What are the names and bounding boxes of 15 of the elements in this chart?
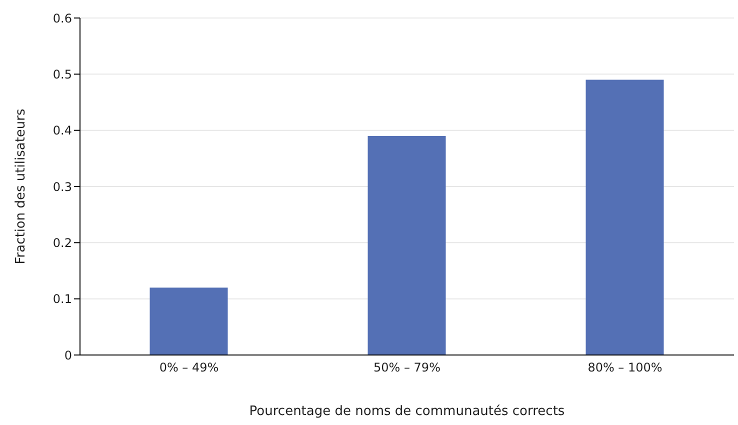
y-tick-label: 0.4 bbox=[52, 124, 72, 138]
y-axis-title: Fraction des utilisateurs bbox=[14, 108, 29, 264]
bar bbox=[150, 288, 228, 355]
y-tick-label: 0.5 bbox=[52, 67, 72, 82]
y-tick-label: 0.2 bbox=[52, 236, 72, 250]
bar bbox=[586, 80, 664, 355]
x-tick-label: 0% – 49% bbox=[159, 360, 219, 375]
y-tick-label: 0 bbox=[64, 348, 72, 362]
y-tick-label: 0.3 bbox=[52, 180, 72, 194]
y-tick-label: 0.6 bbox=[52, 11, 72, 26]
x-tick-label: 80% – 100% bbox=[588, 360, 662, 375]
bar bbox=[368, 136, 446, 355]
y-tick-label: 0.1 bbox=[52, 292, 72, 306]
x-axis-title: Pourcentage de noms de communautés corrects bbox=[249, 404, 565, 419]
x-tick-label: 50% – 79% bbox=[374, 360, 440, 375]
